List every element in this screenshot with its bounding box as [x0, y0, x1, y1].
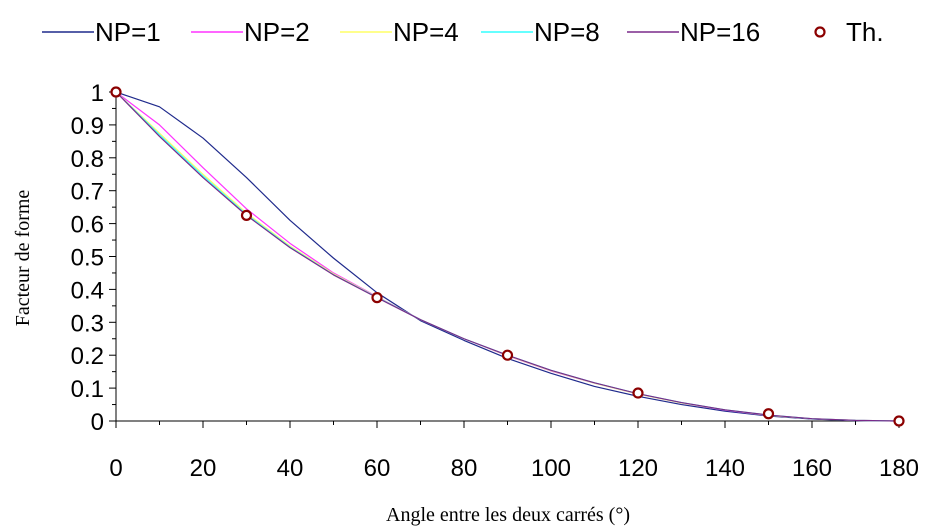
x-tick-label: 180 — [879, 455, 919, 482]
legend-label-np-4: NP=4 — [393, 17, 459, 47]
line-np-1 — [115, 91, 900, 422]
x-ticks: 0 20 40 60 80 100 120 140 160 180 — [109, 421, 919, 482]
y-tick-label: 0.9 — [71, 113, 104, 140]
legend-label-th: Th. — [846, 17, 884, 47]
point-th — [632, 387, 644, 399]
legend-label-np-8: NP=8 — [534, 17, 600, 47]
y-tick-label: 0 — [91, 409, 104, 436]
x-tick-label: 120 — [618, 455, 658, 482]
point-th — [110, 86, 122, 98]
x-tick-label: 140 — [705, 455, 745, 482]
x-tick-label: 100 — [531, 455, 571, 482]
legend-swatch-th — [814, 26, 826, 38]
x-tick-label: 80 — [451, 455, 478, 482]
line-np-2 — [115, 91, 900, 422]
legend-label-np-1: NP=1 — [95, 17, 161, 47]
point-th — [762, 408, 775, 420]
point-th — [371, 292, 383, 304]
line-np-8 — [115, 91, 900, 422]
x-tick-label: 40 — [277, 455, 304, 482]
legend: NP=1 NP=2 NP=4 NP=8 NP=16 Th. — [42, 17, 884, 47]
point-th — [893, 415, 905, 427]
point-th — [501, 349, 514, 361]
line-np-16 — [115, 91, 900, 422]
point-th — [240, 209, 253, 221]
legend-label-np-16: NP=16 — [680, 17, 760, 47]
series-lines — [115, 91, 900, 422]
series-markers — [110, 86, 905, 427]
y-tick-label: 0.8 — [71, 146, 104, 173]
y-tick-label: 0.7 — [71, 179, 104, 206]
x-tick-label: 160 — [792, 455, 832, 482]
y-ticks: 0 0.1 0.2 0.3 0.4 0.5 0.6 0.7 0.8 0.9 1 — [71, 80, 116, 436]
y-tick-label: 1 — [91, 80, 104, 107]
y-tick-label: 0.4 — [71, 277, 104, 304]
y-tick-label: 0.1 — [71, 376, 104, 403]
x-tick-label: 60 — [364, 455, 391, 482]
y-axis-title: Facteur de forme — [12, 190, 34, 327]
y-tick-label: 0.5 — [71, 245, 104, 272]
x-tick-label: 20 — [190, 455, 217, 482]
x-axis-title: Angle entre les deux carrés (°) — [386, 504, 630, 526]
y-tick-label: 0.2 — [71, 343, 104, 370]
legend-label-np-2: NP=2 — [244, 17, 310, 47]
x-tick-label: 0 — [109, 455, 122, 482]
line-np-4 — [115, 91, 900, 422]
y-tick-label: 0.6 — [71, 212, 104, 239]
axes — [115, 92, 899, 422]
y-tick-label: 0.3 — [71, 310, 104, 337]
